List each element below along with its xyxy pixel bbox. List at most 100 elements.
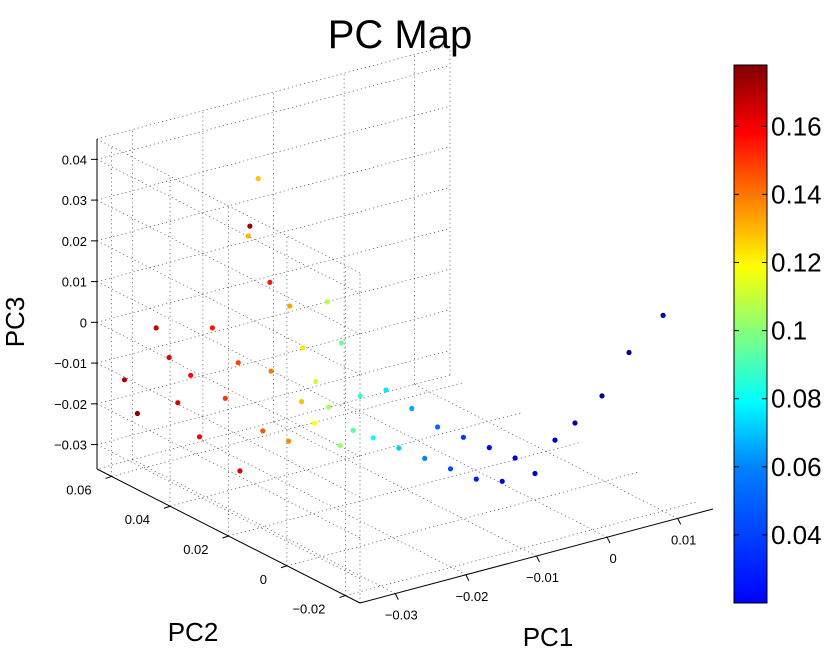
pc3-tick-label: 0.04 xyxy=(62,152,87,167)
data-point xyxy=(473,476,479,482)
pc3-tick-label: −0.01 xyxy=(54,356,87,371)
pc3-side-grid xyxy=(96,240,361,376)
axis-ticks: −0.03 −0.02 −0.01 0 0.01 −0.02 0 0.02 0.04 0.06 −0… xyxy=(54,152,696,622)
pc3-side-grid xyxy=(96,444,361,579)
pc3-back-grid xyxy=(96,187,451,282)
data-point xyxy=(121,377,128,383)
data-point xyxy=(313,378,319,385)
data-point xyxy=(298,399,305,405)
data-point xyxy=(572,420,578,426)
pc3-tick-label: −0.02 xyxy=(54,397,87,412)
data-point xyxy=(196,434,203,440)
data-point xyxy=(300,345,306,351)
data-point xyxy=(326,404,332,410)
data-point xyxy=(268,368,274,374)
pc2-floor-grid xyxy=(169,411,524,507)
colorbar-tick-label: 0.08 xyxy=(771,384,822,414)
data-point xyxy=(286,438,292,444)
colorbar-ticks: 0.04 0.06 0.08 0.1 0.12 0.14 0.16 xyxy=(734,111,822,550)
pc1-tick-mark xyxy=(606,536,611,544)
colorbar-tick-label: 0.06 xyxy=(771,452,822,482)
pc1-tick-label: 0.01 xyxy=(671,532,696,547)
data-point xyxy=(267,279,273,285)
colorbar-tick-label: 0.1 xyxy=(771,316,807,346)
data-point xyxy=(486,445,492,451)
pc3-side-grid xyxy=(96,199,361,335)
data-point xyxy=(383,387,389,393)
data-point xyxy=(499,478,505,484)
pc3-side-grid xyxy=(96,322,361,457)
data-point xyxy=(422,455,428,461)
data-point xyxy=(175,400,181,406)
pc2-floor-grid xyxy=(111,382,465,477)
data-point xyxy=(134,410,140,417)
pc3-tick-label: 0 xyxy=(80,315,87,330)
pc3-tick-label: 0.02 xyxy=(62,234,87,249)
pc3-back-grid xyxy=(96,65,451,160)
back-top-edge xyxy=(96,44,451,140)
data-point xyxy=(255,176,261,182)
pc3-side-grid xyxy=(96,281,361,416)
pc1-floor-grid xyxy=(132,459,396,594)
data-point xyxy=(599,393,605,399)
pc2-tick-mark xyxy=(105,475,112,479)
pc3-tick-label: 0.03 xyxy=(62,193,87,208)
data-point xyxy=(245,233,251,239)
data-point xyxy=(235,360,241,366)
pc1-axis-label: PC1 xyxy=(523,622,574,652)
data-point xyxy=(260,428,266,434)
data-point xyxy=(287,303,293,309)
pc1-tick-mark xyxy=(465,574,470,582)
pc2-axis-label: PC2 xyxy=(168,617,219,647)
chart-title: PC Map xyxy=(328,13,473,57)
pc2-floor-grid xyxy=(345,501,699,596)
colorbar-tick-label: 0.04 xyxy=(771,520,822,550)
pc1-floor-grid xyxy=(273,421,537,557)
data-point xyxy=(311,420,317,426)
data-point xyxy=(188,372,194,378)
data-point xyxy=(447,466,454,472)
colorbar-tick-label: 0.16 xyxy=(771,111,822,141)
pc1-tick-mark xyxy=(677,518,682,525)
colorbar xyxy=(733,64,768,604)
data-point xyxy=(660,312,666,318)
data-point xyxy=(247,223,253,229)
pc3-side-grid xyxy=(96,159,361,294)
pc3-side-grid xyxy=(96,362,361,498)
pc3-tick-label: −0.03 xyxy=(54,438,87,453)
pc2-tick-mark xyxy=(222,535,229,539)
data-point xyxy=(350,427,356,433)
pc1-tick-label: −0.01 xyxy=(526,570,559,585)
data-point xyxy=(552,437,558,443)
pc3-tick-label: 0.01 xyxy=(62,275,87,290)
data-point xyxy=(324,299,330,305)
colorbar-tick-label: 0.14 xyxy=(771,179,822,209)
pc2-tick-label: 0.06 xyxy=(66,482,91,497)
pc1-tick-label: 0 xyxy=(609,551,616,566)
axis-lines xyxy=(96,139,714,604)
data-point xyxy=(357,393,363,399)
grid-lines xyxy=(96,44,699,604)
data-point xyxy=(153,325,159,331)
data-point xyxy=(338,340,345,346)
data-point xyxy=(237,468,243,474)
pc2-tick-mark xyxy=(280,565,288,569)
pc1-tick-label: −0.02 xyxy=(455,589,488,604)
pc1-floor-grid xyxy=(343,402,608,538)
pc1-tick-label: −0.03 xyxy=(385,608,418,623)
data-point xyxy=(532,470,538,477)
data-point xyxy=(435,424,441,430)
data-point xyxy=(409,405,415,412)
pc3-axis-label: PC3 xyxy=(0,297,30,348)
data-point xyxy=(460,434,466,440)
back-top-edge xyxy=(96,138,361,274)
data-point xyxy=(337,443,343,449)
pc2-tick-mark xyxy=(163,505,171,509)
pc1-tick-mark xyxy=(394,593,399,600)
pc2-tick-label: 0 xyxy=(260,572,267,587)
colorbar-tick-label: 0.12 xyxy=(771,247,822,277)
data-point xyxy=(626,349,632,356)
data-point xyxy=(166,354,172,361)
pc2-tick-label: 0.04 xyxy=(125,512,150,527)
